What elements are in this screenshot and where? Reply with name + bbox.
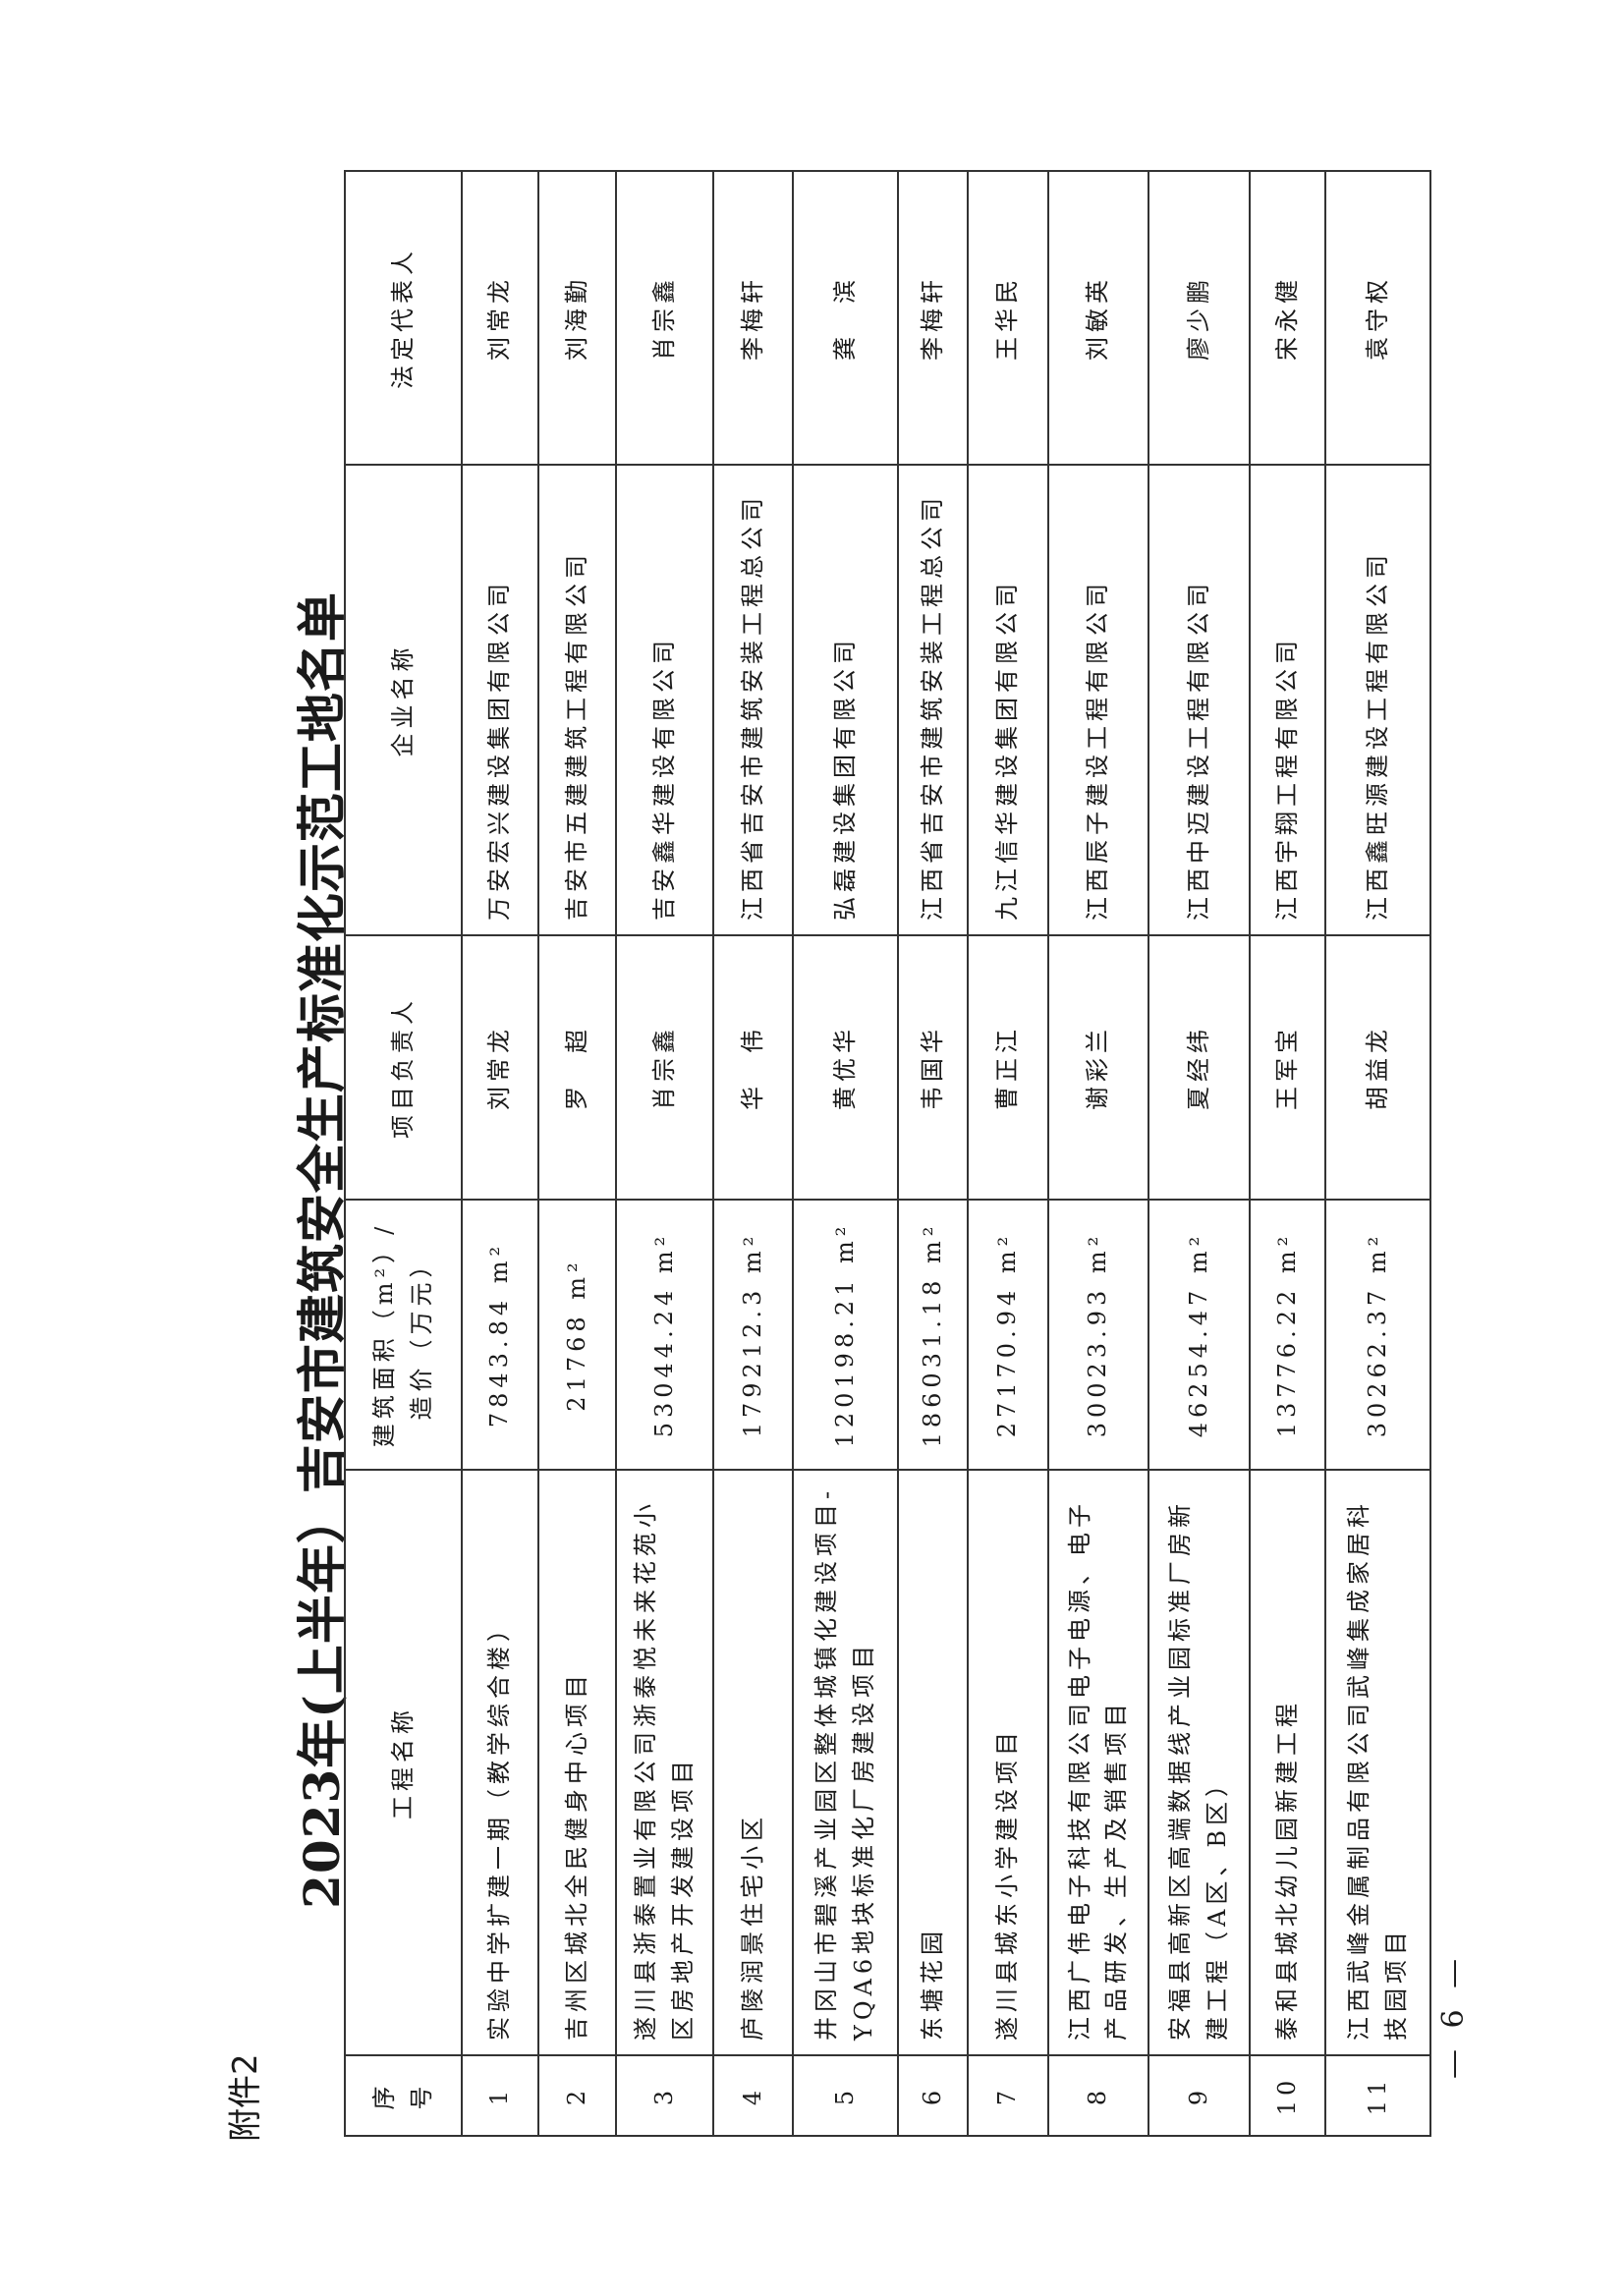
table-row: 9 安福县高新区高端数据线产业园标准厂房新建工程（A区、B区） 46254.47 m… (1148, 171, 1250, 2136)
attachment-label: 附件2 (226, 2053, 265, 2142)
cell-company: 江西省吉安市建筑安装工程总公司 (898, 465, 968, 935)
table-row: 11 江西武峰金属制品有限公司武峰集成家居科技园项目 30262.37 m² 胡益龙江… (1325, 171, 1430, 2136)
header-area-line1: 建筑面积（m²）/ (370, 1221, 399, 1448)
cell-company: 弘磊建设集团有限公司 (793, 465, 898, 935)
cell-index: 4 (713, 2055, 793, 2136)
table-row: 8 江西广伟电子科技有限公司电子电源、电子产品研发、生产及销售项目 30023.93… (1048, 171, 1148, 2136)
cell-index: 3 (616, 2055, 713, 2136)
cell-index: 7 (968, 2055, 1048, 2136)
cell-company: 九江信华建设集团有限公司 (968, 465, 1048, 935)
cell-area: 186031.18 m² (898, 1200, 968, 1470)
cell-project-name: 庐陵润景住宅小区 (713, 1470, 793, 2055)
cell-company: 江西辰子建设工程有限公司 (1048, 465, 1148, 935)
cell-area: 13776.22 m² (1250, 1200, 1325, 1470)
cell-legal-rep: 刘敏英 (1048, 171, 1148, 465)
cell-company: 江西省吉安市建筑安装工程总公司 (713, 465, 793, 935)
cell-project-manager: 胡益龙 (1325, 935, 1430, 1200)
cell-company: 江西鑫旺源建设工程有限公司 (1325, 465, 1430, 935)
cell-project-name: 井冈山市碧溪产业园区整体城镇化建设项目-YQA6地块标准化厂房建设项目 (793, 1470, 898, 2055)
header-area: 建筑面积（m²）/ 造价（万元） (345, 1200, 462, 1470)
header-legal-rep: 法定代表人 (345, 171, 462, 465)
table-row: 6 东塘花园 186031.18 m² 韦国华 江西省吉安市建筑安装工程总公司 李梅轩 (898, 171, 968, 2136)
cell-legal-rep: 龚 滨 (793, 171, 898, 465)
cell-area: 7843.84 m² (462, 1200, 538, 1470)
cell-index: 6 (898, 2055, 968, 2136)
cell-project-manager: 刘常龙 (462, 935, 538, 1200)
cell-legal-rep: 袁守权 (1325, 171, 1430, 465)
cell-project-name: 遂川县城东小学建设项目 (968, 1470, 1048, 2055)
cell-legal-rep: 李梅轩 (713, 171, 793, 465)
cell-project-manager: 黄优华 (793, 935, 898, 1200)
table-row: 10 泰和县城北幼儿园新建工程 13776.22 m² 王军宝 江西宇翔工程有限公司 宋永… (1250, 171, 1325, 2136)
header-company: 企业名称 (345, 465, 462, 935)
header-index: 序号 (345, 2055, 462, 2136)
cell-legal-rep: 李梅轩 (898, 171, 968, 465)
header-project-manager: 项目负责人 (345, 935, 462, 1200)
cell-project-manager: 韦国华 (898, 935, 968, 1200)
cell-project-manager: 谢彩兰 (1048, 935, 1148, 1200)
header-area-line2: 造价（万元） (407, 1249, 435, 1421)
cell-area: 27170.94 m² (968, 1200, 1048, 1470)
cell-area: 30023.93 m² (1048, 1200, 1148, 1470)
table-row: 2 吉州区城北全民健身中心项目 21768 m² 罗 超吉安市五建建筑工程有限公司 刘海… (538, 171, 616, 2136)
cell-area: 179212.3 m² (713, 1200, 793, 1470)
header-project-name: 工程名称 (345, 1470, 462, 2055)
cell-project-name: 江西广伟电子科技有限公司电子电源、电子产品研发、生产及销售项目 (1048, 1470, 1148, 2055)
page-number: — 6 — (1436, 1952, 1471, 2079)
cell-project-manager: 华 伟 (713, 935, 793, 1200)
cell-company: 吉安鑫华建设有限公司 (616, 465, 713, 935)
cell-company: 吉安市五建建筑工程有限公司 (538, 465, 616, 935)
cell-index: 2 (538, 2055, 616, 2136)
cell-index: 8 (1048, 2055, 1148, 2136)
cell-legal-rep: 刘海勤 (538, 171, 616, 465)
cell-project-manager: 肖宗鑫 (616, 935, 713, 1200)
cell-project-name: 实验中学扩建一期（教学综合楼） (462, 1470, 538, 2055)
cell-project-manager: 王军宝 (1250, 935, 1325, 1200)
cell-index: 1 (462, 2055, 538, 2136)
cell-project-manager: 曹正江 (968, 935, 1048, 1200)
table-row: 3 遂川县浙泰置业有限公司浙泰悦未来花苑小区房地产开发建设项目 53044.24 m… (616, 171, 713, 2136)
cell-project-name: 安福县高新区高端数据线产业园标准厂房新建工程（A区、B区） (1148, 1470, 1250, 2055)
cell-area: 120198.21 m² (793, 1200, 898, 1470)
cell-index: 11 (1325, 2055, 1430, 2136)
cell-company: 江西中迈建设工程有限公司 (1148, 465, 1250, 935)
cell-index: 10 (1250, 2055, 1325, 2136)
table-row: 7 遂川县城东小学建设项目 27170.94 m² 曹正江 九江信华建设集团有限公司 王华… (968, 171, 1048, 2136)
cell-project-manager: 夏经纬 (1148, 935, 1250, 1200)
cell-index: 9 (1148, 2055, 1250, 2136)
demo-site-table: 序号 工程名称 建筑面积（m²）/ 造价（万元） 项目负责人 企业名称 法定代表人… (344, 170, 1431, 2137)
cell-area: 30262.37 m² (1325, 1200, 1430, 1470)
table-row: 5 井冈山市碧溪产业园区整体城镇化建设项目-YQA6地块标准化厂房建设项目 1201… (793, 171, 898, 2136)
table-header-row: 序号 工程名称 建筑面积（m²）/ 造价（万元） 项目负责人 企业名称 法定代表人 (345, 171, 462, 2136)
cell-project-manager: 罗 超 (538, 935, 616, 1200)
cell-legal-rep: 肖宗鑫 (616, 171, 713, 465)
cell-company: 万安宏兴建设集团有限公司 (462, 465, 538, 935)
cell-project-name: 江西武峰金属制品有限公司武峰集成家居科技园项目 (1325, 1470, 1430, 2055)
cell-legal-rep: 宋永健 (1250, 171, 1325, 465)
table-row: 4 庐陵润景住宅小区 179212.3 m² 华 伟江西省吉安市建筑安装工程总公司 李梅… (713, 171, 793, 2136)
cell-legal-rep: 廖少鹏 (1148, 171, 1250, 465)
cell-area: 21768 m² (538, 1200, 616, 1470)
cell-company: 江西宇翔工程有限公司 (1250, 465, 1325, 935)
cell-project-name: 遂川县浙泰置业有限公司浙泰悦未来花苑小区房地产开发建设项目 (616, 1470, 713, 2055)
cell-legal-rep: 王华民 (968, 171, 1048, 465)
cell-area: 53044.24 m² (616, 1200, 713, 1470)
cell-project-name: 东塘花园 (898, 1470, 968, 2055)
cell-legal-rep: 刘常龙 (462, 171, 538, 465)
table-row: 1 实验中学扩建一期（教学综合楼） 7843.84 m² 刘常龙 万安宏兴建设集团有限公… (462, 171, 538, 2136)
cell-project-name: 吉州区城北全民健身中心项目 (538, 1470, 616, 2055)
cell-area: 46254.47 m² (1148, 1200, 1250, 1470)
cell-index: 5 (793, 2055, 898, 2136)
cell-project-name: 泰和县城北幼儿园新建工程 (1250, 1470, 1325, 2055)
